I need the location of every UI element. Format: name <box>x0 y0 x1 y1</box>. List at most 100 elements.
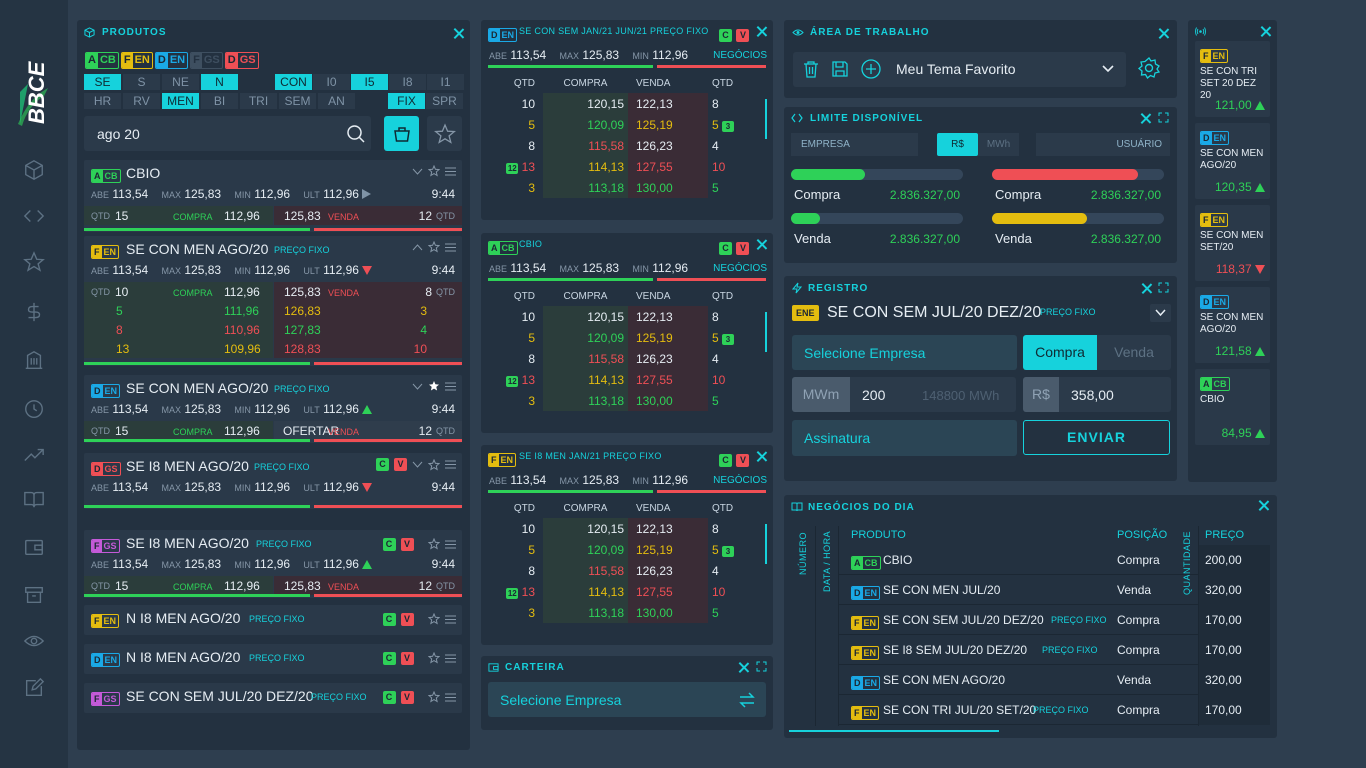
chevron-down-icon[interactable] <box>412 383 423 390</box>
product-card[interactable]: D GS SE I8 MEN AGO/20 PREÇO FIXO C V ABE 113… <box>84 453 462 509</box>
scrollbar[interactable] <box>789 730 999 732</box>
product-card[interactable]: D EN SE CON MEN AGO/20 PREÇO FIXO ABE 113,5… <box>84 375 462 443</box>
filter-tag-2[interactable]: D EN <box>154 50 189 69</box>
trend-nav[interactable] <box>22 443 46 467</box>
star-icon[interactable] <box>428 613 440 625</box>
menu-icon[interactable] <box>445 382 456 391</box>
product-card[interactable]: F EN N I8 MEN AGO/20 PREÇO FIXO C V <box>84 605 462 635</box>
produto-header[interactable]: PRODUTO <box>851 529 906 541</box>
price-field[interactable]: R$ 358,00 <box>1023 377 1171 412</box>
filter-spr[interactable]: SPR <box>426 93 463 109</box>
filter-i1[interactable]: I1 <box>427 74 464 90</box>
tema-select[interactable]: Meu Tema Favorito <box>793 52 1126 87</box>
filter-hr[interactable]: HR <box>84 93 121 109</box>
save-icon[interactable] <box>830 59 850 79</box>
preco-header[interactable]: PREÇO <box>1205 529 1245 541</box>
filter-con[interactable]: CON <box>275 74 312 90</box>
book-row[interactable]: 8 115,58 126,23 4 <box>488 560 766 581</box>
expand-icon[interactable] <box>1158 282 1169 293</box>
quantity-field[interactable]: MWm 200 148800 MWh <box>792 377 1016 412</box>
wallet-nav[interactable] <box>22 535 46 559</box>
ticker-item[interactable]: D EN SE CON MEN AGO/20 121,58 <box>1195 287 1270 363</box>
filter-ne[interactable]: NE <box>162 74 199 90</box>
product-dropdown[interactable] <box>1150 304 1171 322</box>
chevron-down-icon[interactable] <box>412 461 423 468</box>
menu-icon[interactable] <box>445 693 456 702</box>
chevron-up-icon[interactable] <box>412 243 423 251</box>
close-icon[interactable] <box>738 662 749 673</box>
close-icon[interactable] <box>1258 500 1269 511</box>
product-card[interactable]: A CB CBIO ABE 113,54 MAX 125,83 MIN 112,96… <box>84 160 462 232</box>
expand-icon[interactable] <box>1158 112 1169 123</box>
negocio-row[interactable]: D EN SE CON MEN JUL/20 Venda 320,00 <box>839 575 1270 605</box>
close-icon[interactable] <box>1140 113 1151 124</box>
assinatura-field[interactable]: Assinatura <box>792 420 1017 456</box>
compra-quick-button[interactable]: C <box>719 242 732 255</box>
close-icon[interactable] <box>756 239 767 250</box>
close-icon[interactable] <box>756 451 767 462</box>
star-icon[interactable] <box>428 691 440 703</box>
negocio-row[interactable]: A CB CBIO Compra 200,00 <box>839 545 1270 575</box>
book-row[interactable]: 10 120,15 122,13 8 <box>488 93 766 114</box>
ofertar-button[interactable]: OFERTAR <box>283 424 340 438</box>
compra-toggle[interactable]: Compra <box>1023 335 1097 370</box>
numero-header[interactable]: NÚMERO <box>798 532 808 575</box>
negocios-link[interactable]: NEGÓCIOS <box>713 50 767 61</box>
filter-fix[interactable]: FIX <box>388 93 425 109</box>
scrollbar[interactable] <box>765 312 767 352</box>
compra-quick-button[interactable]: C <box>382 612 396 626</box>
book-row[interactable]: 12 13 114,13 127,55 10 <box>488 581 766 602</box>
favorites-button[interactable] <box>427 116 462 151</box>
scrollbar[interactable] <box>765 524 767 564</box>
filter-rv[interactable]: RV <box>123 93 160 109</box>
venda-quick-button[interactable]: V <box>400 651 414 665</box>
star-filled-icon[interactable] <box>428 380 440 392</box>
chevron-down-icon[interactable] <box>412 168 423 175</box>
filter-s[interactable]: S <box>123 74 160 90</box>
venda-quick-button[interactable]: V <box>736 29 750 42</box>
eye-nav[interactable] <box>22 629 46 653</box>
empresa-select[interactable]: Selecione Empresa <box>488 682 766 717</box>
clock-nav[interactable] <box>22 397 46 421</box>
book-row[interactable]: 3 113,18 130,00 5 <box>488 602 766 623</box>
book-nav[interactable] <box>22 487 46 511</box>
venda-quick-button[interactable]: V <box>736 454 750 467</box>
code-nav[interactable] <box>22 204 46 228</box>
book-row[interactable]: 5 120,09 125,19 5 3 <box>488 327 766 348</box>
compra-quick-button[interactable]: C <box>382 651 396 665</box>
search-icon[interactable] <box>346 124 366 144</box>
data-hora-header[interactable]: DATA / HORA <box>822 530 832 592</box>
ticker-item[interactable]: F EN SE CON TRI SET 20 DEZ 20 121,00 <box>1195 41 1270 117</box>
basket-button[interactable] <box>384 116 419 151</box>
close-icon[interactable] <box>453 28 464 39</box>
archive-nav[interactable] <box>22 583 46 607</box>
close-icon[interactable] <box>1158 28 1169 39</box>
venda-quick-button[interactable]: V <box>400 612 414 626</box>
menu-icon[interactable] <box>445 540 456 549</box>
menu-icon[interactable] <box>445 460 456 469</box>
filter-tag-4[interactable]: D GS <box>224 50 259 69</box>
filter-sem[interactable]: SEM <box>279 93 316 109</box>
close-icon[interactable] <box>1141 283 1152 294</box>
venda-quick-button[interactable]: V <box>394 458 407 471</box>
menu-icon[interactable] <box>445 654 456 663</box>
currency-rs-toggle[interactable]: R$ <box>937 133 978 156</box>
star-icon[interactable] <box>428 165 440 177</box>
trash-icon[interactable] <box>801 59 821 79</box>
book-row[interactable]: 10 120,15 122,13 8 <box>488 306 766 327</box>
menu-icon[interactable] <box>445 615 456 624</box>
negocios-link[interactable]: NEGÓCIOS <box>713 475 767 486</box>
book-row[interactable]: 5 120,09 125,19 5 3 <box>488 539 766 560</box>
venda-quick-button[interactable]: V <box>736 242 750 255</box>
product-card[interactable]: F EN SE CON MEN AGO/20 PREÇO FIXO ABE 113,5… <box>84 236 462 366</box>
ticker-item[interactable]: D EN SE CON MEN AGO/20 120,35 <box>1195 123 1270 199</box>
filter-tag-3[interactable]: F GS <box>190 50 223 69</box>
book-row[interactable]: 12 13 114,13 127,55 10 <box>488 156 766 177</box>
star-icon[interactable] <box>428 241 440 253</box>
filter-i5[interactable]: I5 <box>351 74 388 90</box>
book-row[interactable]: 8 115,58 126,23 4 <box>488 348 766 369</box>
ticker-item[interactable]: F EN SE CON MEN SET/20 118,37 <box>1195 205 1270 281</box>
star-icon[interactable] <box>428 538 440 550</box>
dollar-nav[interactable] <box>22 300 46 324</box>
settings-icon[interactable] <box>1137 56 1161 80</box>
